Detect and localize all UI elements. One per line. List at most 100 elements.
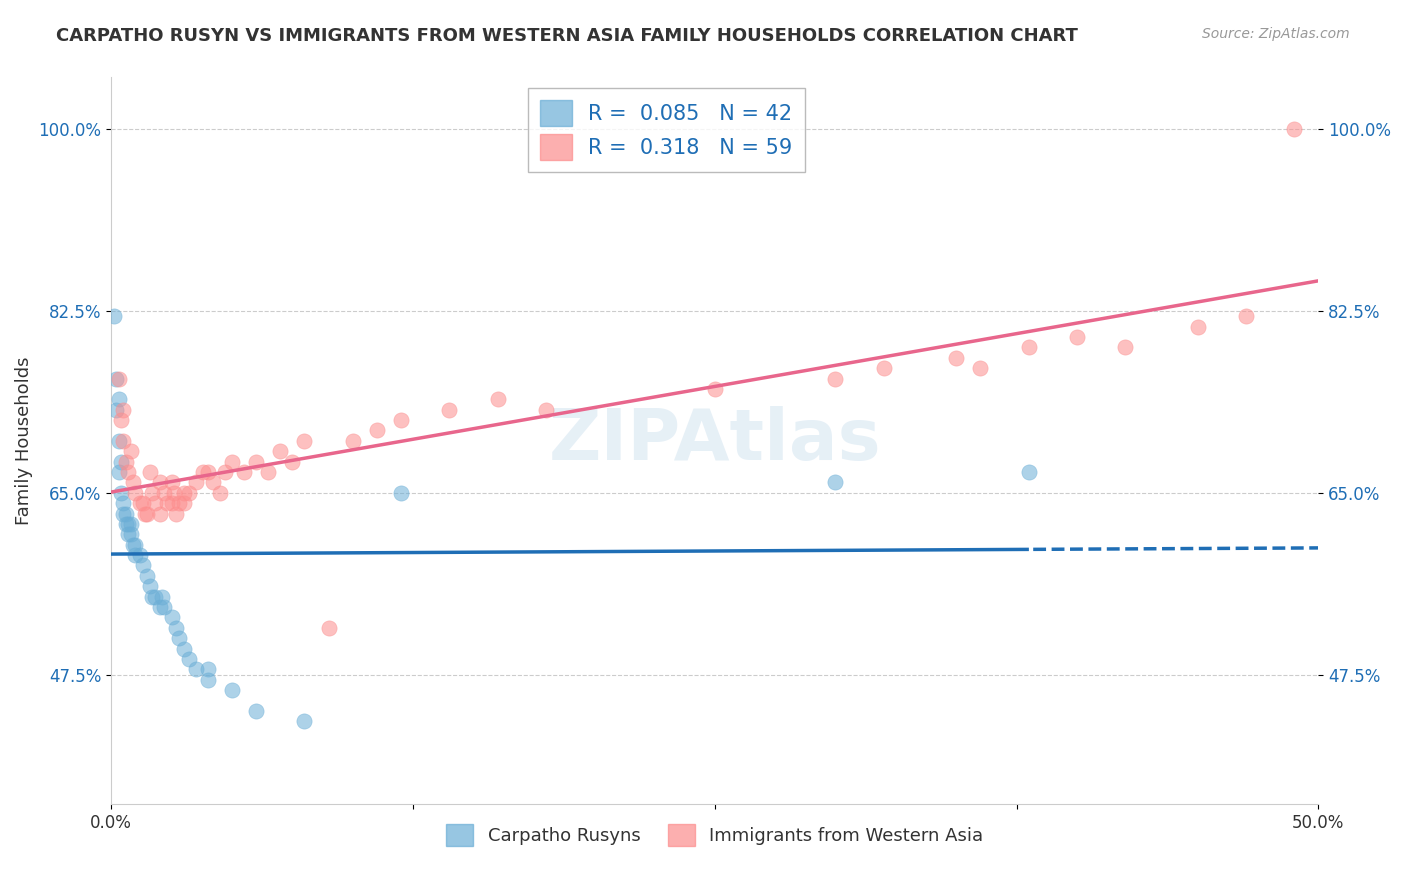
Text: Source: ZipAtlas.com: Source: ZipAtlas.com [1202, 27, 1350, 41]
Text: ZIPAtlas: ZIPAtlas [548, 407, 882, 475]
Point [1018, 465, 1040, 479]
Point [107, 392, 129, 407]
Point [122, 475, 145, 490]
Point [486, 392, 509, 407]
Point [245, 455, 267, 469]
Point [153, 600, 176, 615]
Point [110, 413, 132, 427]
Point [1066, 330, 1088, 344]
Point [110, 455, 132, 469]
Point [221, 455, 243, 469]
Point [166, 507, 188, 521]
Point [257, 465, 280, 479]
Point [120, 516, 142, 531]
Point [148, 475, 170, 490]
Point [148, 507, 170, 521]
Point [389, 413, 412, 427]
Point [160, 496, 183, 510]
Point [120, 527, 142, 541]
Point [197, 673, 219, 687]
Point [120, 444, 142, 458]
Point [167, 496, 190, 510]
Point [110, 485, 132, 500]
Point [160, 475, 183, 490]
Point [131, 496, 153, 510]
Point [318, 621, 340, 635]
Point [292, 434, 315, 448]
Point [153, 485, 176, 500]
Point [1187, 319, 1209, 334]
Point [122, 538, 145, 552]
Point [166, 621, 188, 635]
Point [177, 485, 200, 500]
Point [143, 496, 166, 510]
Point [112, 507, 135, 521]
Legend: Carpatho Rusyns, Immigrants from Western Asia: Carpatho Rusyns, Immigrants from Western… [439, 817, 990, 854]
Point [112, 402, 135, 417]
Point [141, 590, 163, 604]
Point [1282, 122, 1305, 136]
Point [112, 496, 135, 510]
Point [208, 485, 231, 500]
Point [136, 507, 159, 521]
Point [139, 579, 162, 593]
Point [703, 382, 725, 396]
Point [873, 361, 896, 376]
Text: CARPATHO RUSYN VS IMMIGRANTS FROM WESTERN ASIA FAMILY HOUSEHOLDS CORRELATION CHA: CARPATHO RUSYN VS IMMIGRANTS FROM WESTER… [56, 27, 1078, 45]
Point [167, 631, 190, 645]
Point [112, 434, 135, 448]
Point [173, 641, 195, 656]
Point [107, 434, 129, 448]
Point [105, 402, 128, 417]
Point [136, 569, 159, 583]
Point [1018, 340, 1040, 354]
Point [150, 590, 173, 604]
Point [117, 465, 139, 479]
Point [107, 371, 129, 385]
Point [129, 496, 152, 510]
Point [292, 714, 315, 729]
Point [534, 402, 557, 417]
Point [139, 465, 162, 479]
Point [117, 527, 139, 541]
Point [105, 371, 128, 385]
Point [160, 610, 183, 624]
Point [245, 704, 267, 718]
Point [389, 485, 412, 500]
Point [117, 516, 139, 531]
Point [366, 424, 388, 438]
Point [342, 434, 364, 448]
Point [114, 516, 136, 531]
Point [141, 485, 163, 500]
Point [191, 465, 214, 479]
Point [1234, 310, 1257, 324]
Point [824, 371, 846, 385]
Point [233, 465, 256, 479]
Point [114, 455, 136, 469]
Point [969, 361, 991, 376]
Point [945, 351, 967, 365]
Point [124, 538, 146, 552]
Point [131, 558, 153, 573]
Point [114, 507, 136, 521]
Point [124, 485, 146, 500]
Y-axis label: Family Households: Family Households [15, 357, 32, 525]
Point [173, 496, 195, 510]
Point [134, 507, 156, 521]
Point [197, 662, 219, 676]
Point [439, 402, 461, 417]
Point [201, 475, 224, 490]
Point [173, 485, 195, 500]
Point [197, 465, 219, 479]
Point [143, 590, 166, 604]
Point [281, 455, 304, 469]
Point [1114, 340, 1136, 354]
Point [177, 652, 200, 666]
Point [824, 475, 846, 490]
Point [124, 548, 146, 562]
Point [148, 600, 170, 615]
Point [163, 485, 186, 500]
Point [214, 465, 236, 479]
Point [269, 444, 291, 458]
Point [221, 683, 243, 698]
